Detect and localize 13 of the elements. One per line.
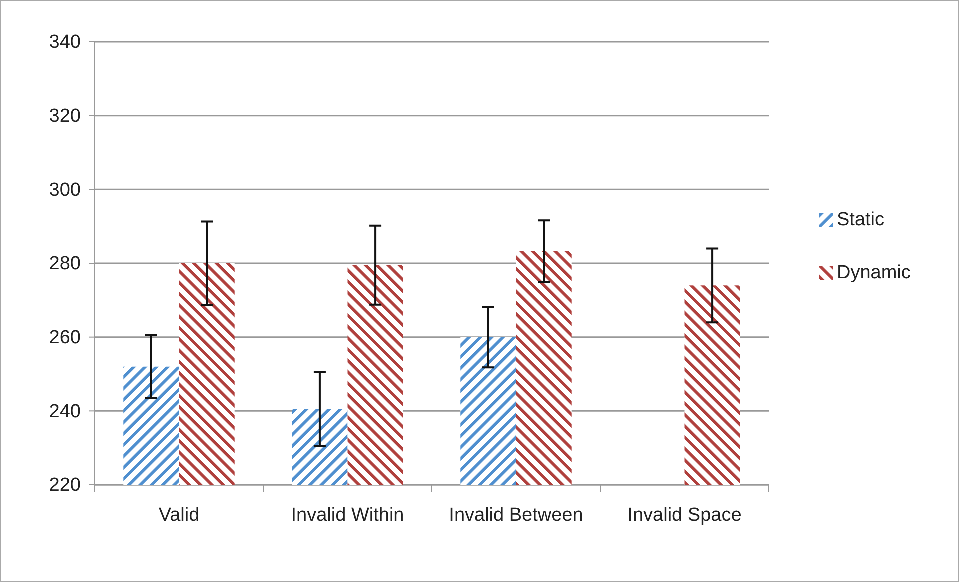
legend-label: Static [837,210,885,230]
y-tick-label: 220 [49,475,81,496]
legend-label: Dynamic [837,262,911,284]
y-tick-label: 320 [49,106,81,127]
x-tick-label: Invalid Within [291,505,404,526]
y-tick-label: 280 [49,254,81,275]
x-tick-label: Valid [158,505,200,526]
y-tick-label: 240 [49,401,81,422]
y-tick-label: 300 [49,180,81,201]
y-tick-label: 340 [49,32,81,54]
x-tick-label: Invalid Space [628,505,742,526]
x-tick-label: Invalid Between [449,505,584,526]
y-tick-label: 260 [49,327,81,348]
